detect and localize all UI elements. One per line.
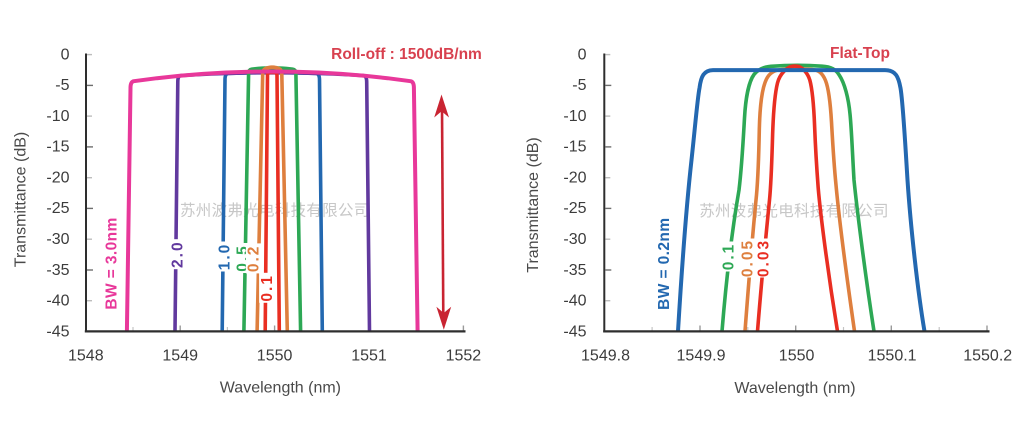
svg-text:-5: -5 (572, 77, 586, 94)
svg-text:BW = 0.2nm: BW = 0.2nm (656, 218, 673, 310)
svg-text:1549.9: 1549.9 (677, 347, 726, 364)
svg-text:Flat-Top: Flat-Top (830, 45, 890, 62)
svg-text:苏州波弗光电科技有限公司: 苏州波弗光电科技有限公司 (180, 202, 370, 220)
svg-text:-25: -25 (563, 200, 586, 217)
svg-text:Wavelength (nm): Wavelength (nm) (734, 380, 855, 397)
svg-text:-5: -5 (55, 77, 69, 94)
svg-text:1552: 1552 (446, 347, 482, 364)
svg-text:2.0: 2.0 (169, 240, 186, 268)
svg-text:1550.1: 1550.1 (868, 347, 917, 364)
svg-text:-30: -30 (46, 231, 69, 248)
svg-text:1548: 1548 (68, 347, 104, 364)
svg-text:Transmittance (dB): Transmittance (dB) (13, 132, 30, 267)
svg-text:0: 0 (61, 46, 70, 63)
svg-text:0.1: 0.1 (721, 243, 738, 271)
svg-text:-10: -10 (563, 108, 586, 125)
svg-text:0.2: 0.2 (246, 245, 263, 273)
svg-text:苏州波弗光电科技有限公司: 苏州波弗光电科技有限公司 (699, 202, 889, 220)
svg-text:-35: -35 (563, 262, 586, 279)
svg-text:1.0: 1.0 (216, 243, 233, 271)
svg-text:1551: 1551 (351, 347, 387, 364)
svg-text:-15: -15 (46, 139, 69, 156)
svg-text:Roll-off : 1500dB/nm: Roll-off : 1500dB/nm (331, 46, 482, 63)
svg-text:1550: 1550 (779, 347, 815, 364)
svg-text:-30: -30 (563, 231, 586, 248)
svg-text:-45: -45 (46, 323, 69, 340)
svg-text:-40: -40 (563, 293, 586, 310)
svg-text:0.03: 0.03 (756, 239, 773, 277)
svg-text:-10: -10 (46, 108, 69, 125)
svg-text:-25: -25 (46, 200, 69, 217)
svg-text:Transmittance (dB): Transmittance (dB) (525, 137, 542, 272)
svg-text:-20: -20 (563, 170, 586, 187)
svg-text:-15: -15 (563, 139, 586, 156)
svg-text:1550.2: 1550.2 (963, 347, 1012, 364)
svg-text:-45: -45 (563, 323, 586, 340)
svg-text:1549.8: 1549.8 (581, 347, 630, 364)
svg-text:-40: -40 (46, 293, 69, 310)
svg-text:0.1: 0.1 (259, 274, 276, 302)
svg-text:-35: -35 (46, 262, 69, 279)
svg-text:0: 0 (578, 46, 587, 63)
svg-text:1549: 1549 (162, 347, 198, 364)
svg-text:BW = 3.0nm: BW = 3.0nm (104, 217, 121, 309)
svg-text:0.05: 0.05 (740, 239, 757, 277)
svg-text:-20: -20 (46, 170, 69, 187)
svg-text:Wavelength (nm): Wavelength (nm) (220, 380, 341, 397)
svg-text:1550: 1550 (257, 347, 293, 364)
